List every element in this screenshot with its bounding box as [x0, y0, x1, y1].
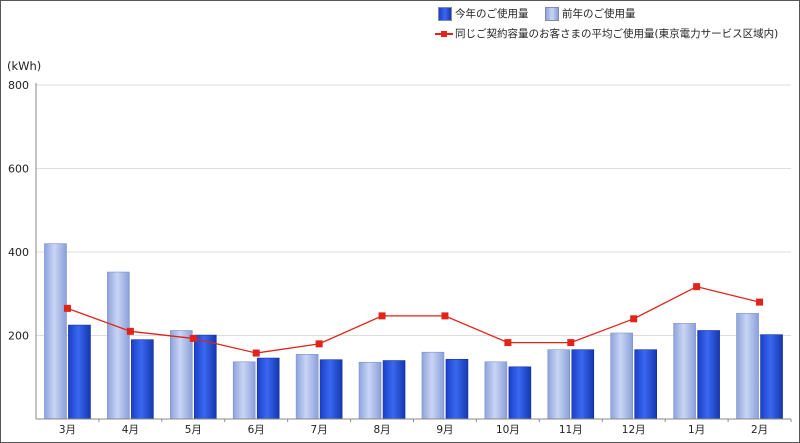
- average-line: [67, 285, 760, 354]
- bar-this-year-6: [382, 360, 406, 420]
- average-point-2: [126, 327, 134, 335]
- bar-last-year-4: [232, 361, 256, 420]
- bar-last-year-12: [736, 313, 759, 420]
- legend-this-year-label: 今年のご使用量: [455, 8, 529, 20]
- legend-last-year-swatch: [545, 7, 559, 21]
- x-tick-label: 1月: [688, 424, 705, 436]
- average-point-4: [252, 349, 260, 357]
- bar-last-year-3: [169, 330, 193, 420]
- x-tick-label: 7月: [311, 424, 328, 436]
- bar-last-year-7: [421, 351, 445, 420]
- bar-last-year-9: [547, 349, 571, 420]
- bar-this-year-2: [131, 339, 154, 420]
- bar-last-year-5: [295, 353, 319, 420]
- average-point-3: [189, 334, 197, 342]
- bar-last-year-6: [358, 361, 382, 420]
- average-point-8: [504, 339, 512, 347]
- x-tick-label: 3月: [59, 424, 76, 436]
- legend-this-year: 今年のご使用量: [438, 7, 529, 21]
- average-point-12: [756, 298, 764, 306]
- legend-last-year: 前年のご使用量: [545, 7, 636, 21]
- y-tick-label: 400: [8, 246, 29, 259]
- bar-last-year-1: [44, 243, 67, 420]
- bar-this-year-7: [445, 358, 469, 420]
- x-tick-label: 5月: [185, 424, 202, 436]
- bar-last-year-10: [610, 332, 634, 420]
- x-tick-label: 6月: [248, 424, 265, 436]
- x-tick-label: 2月: [751, 424, 768, 436]
- bar-last-year-2: [107, 271, 130, 420]
- bar-this-year-8: [508, 366, 532, 420]
- average-point-7: [441, 312, 449, 320]
- y-axis-unit: (kWh): [7, 59, 42, 73]
- x-tick-label: 9月: [436, 424, 453, 436]
- average-point-6: [378, 312, 386, 320]
- bar-this-year-3: [193, 334, 217, 420]
- legend-average-label: 同じご契約容量のお客さまの平均ご使用量(東京電力サービス区域内): [455, 28, 779, 40]
- bar-last-year-11: [673, 323, 696, 420]
- x-tick-label: 10月: [496, 424, 520, 436]
- y-tick-label: 600: [8, 163, 29, 176]
- legend-this-year-swatch: [438, 7, 452, 21]
- average-point-1: [63, 304, 71, 312]
- x-tick-label: 11月: [559, 424, 583, 436]
- x-tick-label: 8月: [373, 424, 390, 436]
- y-tick-label: 800: [8, 79, 29, 92]
- average-point-5: [315, 340, 323, 348]
- average-point-11: [693, 283, 701, 291]
- bar-this-year-10: [634, 349, 658, 420]
- average-point-10: [630, 315, 638, 323]
- bar-this-year-11: [697, 330, 720, 420]
- legend-average: 同じご契約容量のお客さまの平均ご使用量(東京電力サービス区域内): [435, 27, 778, 41]
- x-tick-label: 4月: [122, 424, 139, 436]
- x-tick-label: 12月: [622, 424, 646, 436]
- bar-last-year-8: [484, 361, 508, 420]
- legend-average-swatch: [435, 27, 453, 41]
- legend-last-year-label: 前年のご使用量: [562, 8, 636, 20]
- average-point-9: [567, 339, 575, 347]
- bar-this-year-9: [571, 349, 595, 420]
- y-tick-label: 200: [8, 330, 29, 343]
- bar-this-year-4: [256, 357, 280, 420]
- bar-this-year-1: [68, 324, 91, 420]
- bar-this-year-5: [319, 359, 343, 420]
- bar-this-year-12: [760, 334, 783, 420]
